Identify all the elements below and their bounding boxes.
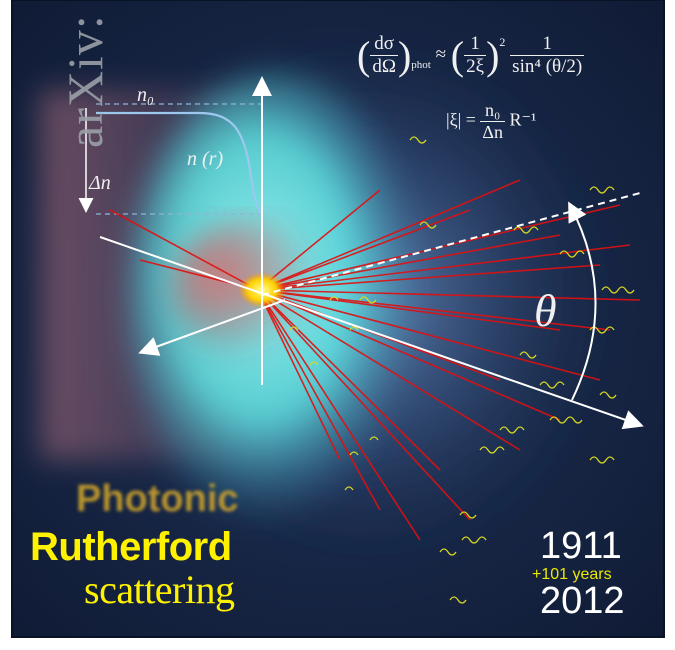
title-photonic: Photonic [76,478,239,520]
xi-rhs: R⁻¹ [509,109,537,130]
xi-numerator: n₀ [480,100,505,122]
formula-lhs-numerator: dσ [370,33,398,56]
formula-exponent: 2 [499,34,506,49]
end-year: 2012 [540,580,625,622]
cross-section-formula: (dσ dΩ)phot ≈ (1 2ξ)2 1 sin⁴ (θ/2) [357,33,585,78]
index-profile-curve [96,111,263,215]
xi-lhs: |ξ| = [446,109,476,130]
incident-beam-axis [99,236,644,430]
title-scattering: scattering [84,567,235,612]
scattered-rays [109,179,641,541]
formula-coef-numerator: 1 [464,33,487,56]
theta-arc [568,201,597,401]
formula-rhs-denominator: sin⁴ (θ/2) [512,56,583,77]
arxiv-watermark: arXiv: [57,14,113,148]
formula-rhs-numerator: 1 [510,33,585,56]
title-rutherford: Rutherford [30,525,232,569]
xi-formula: |ξ| = n₀ Δn R⁻¹ [446,100,536,143]
formula-approx: ≈ [435,43,447,65]
years-elapsed: +101 years [532,566,612,583]
frame-border [11,0,665,638]
photon-wavepackets [289,136,635,604]
start-year: 1911 [540,525,622,567]
n-of-r-label: n (r) [187,148,224,170]
delta-n-label: Δn [89,172,111,194]
formula-lhs-denominator: dΩ [372,56,396,77]
formula-subscript: phot [411,58,431,71]
xi-denominator: Δn [482,122,503,142]
formula-coef-denominator: 2ξ [466,56,485,77]
depth-axis [138,299,286,356]
n0-label: n₀ [137,84,154,106]
theta-label: θ [534,285,557,336]
